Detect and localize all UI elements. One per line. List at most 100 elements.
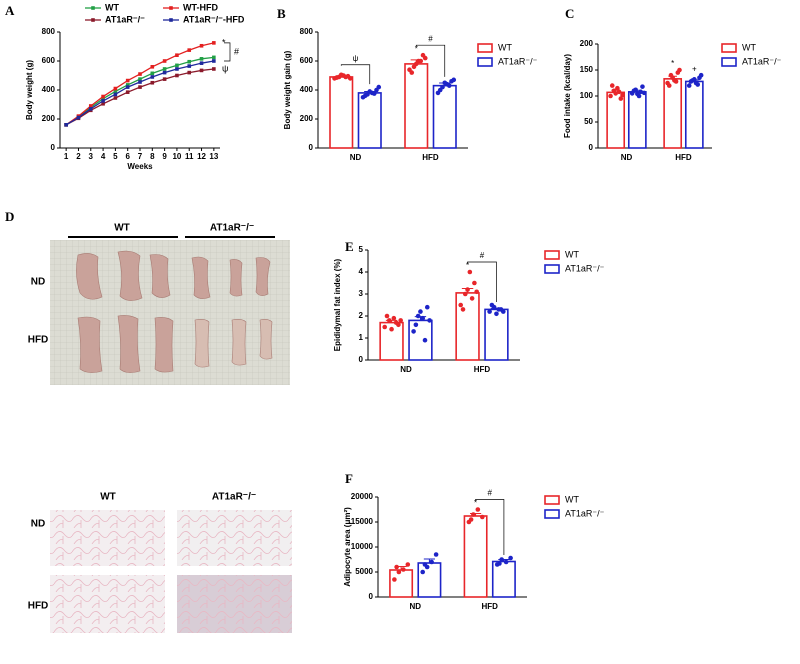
marker bbox=[113, 86, 118, 91]
data-point bbox=[503, 559, 509, 565]
legend-marker bbox=[91, 6, 95, 10]
data-point bbox=[347, 76, 353, 81]
y-tick-label: 150 bbox=[580, 65, 594, 74]
data-point bbox=[686, 83, 692, 88]
legend-swatch bbox=[721, 43, 737, 53]
data-point bbox=[698, 72, 704, 78]
data-point bbox=[418, 58, 424, 64]
photo-column-label: WT bbox=[114, 223, 130, 234]
y-tick-label: 100 bbox=[580, 91, 594, 100]
y-tick-label: 200 bbox=[42, 114, 56, 123]
bar bbox=[463, 515, 488, 598]
data-point bbox=[371, 91, 377, 96]
y-tick-label: 0 bbox=[369, 592, 374, 601]
marker bbox=[150, 80, 155, 85]
marker bbox=[199, 43, 204, 48]
bar bbox=[408, 319, 433, 361]
data-point bbox=[362, 93, 368, 99]
marker bbox=[175, 73, 179, 78]
data-point bbox=[338, 72, 344, 78]
y-tick-label: 2 bbox=[359, 311, 364, 320]
annotation: # bbox=[234, 46, 239, 56]
histology-texture bbox=[50, 510, 165, 566]
legend-swatch bbox=[721, 57, 737, 67]
data-point bbox=[472, 280, 477, 286]
x-tick-label: 13 bbox=[209, 152, 218, 161]
bar bbox=[417, 562, 442, 598]
x-tick-label: 7 bbox=[138, 152, 143, 161]
marker bbox=[64, 123, 68, 127]
data-point bbox=[480, 514, 485, 520]
marker bbox=[212, 55, 216, 60]
histology-texture bbox=[177, 575, 292, 633]
photo-row-label: HFD bbox=[28, 601, 49, 612]
data-point bbox=[631, 88, 637, 94]
marker bbox=[125, 78, 130, 83]
annotation: + bbox=[692, 64, 697, 73]
marker bbox=[113, 89, 118, 94]
legend-marker bbox=[169, 6, 173, 10]
data-point bbox=[367, 89, 373, 94]
bracket bbox=[467, 261, 497, 302]
x-tick-label: 2 bbox=[76, 152, 81, 161]
bracket bbox=[340, 64, 371, 85]
data-point bbox=[609, 83, 615, 88]
legend-swatch bbox=[477, 57, 493, 67]
data-point bbox=[673, 79, 679, 84]
marker bbox=[199, 57, 204, 61]
panel-label: D bbox=[5, 209, 14, 224]
x-tick-label: ND bbox=[409, 602, 421, 611]
data-point bbox=[386, 318, 392, 323]
data-point bbox=[405, 562, 411, 567]
legend-swatch bbox=[544, 509, 560, 519]
data-point bbox=[666, 83, 672, 88]
marker bbox=[138, 72, 142, 76]
bar bbox=[684, 80, 704, 149]
marker bbox=[187, 70, 192, 75]
photo-column-label: AT1aR⁻/⁻ bbox=[212, 492, 256, 503]
data-point bbox=[471, 512, 476, 517]
data-point bbox=[422, 337, 428, 343]
data-point bbox=[393, 320, 399, 325]
marker bbox=[187, 64, 192, 68]
legend-marker bbox=[169, 18, 173, 22]
marker bbox=[125, 85, 130, 89]
x-tick-label: 11 bbox=[185, 152, 194, 161]
panel-label: F bbox=[345, 471, 353, 486]
marker bbox=[199, 68, 204, 73]
data-point bbox=[413, 322, 419, 328]
legend-label: WT bbox=[742, 42, 756, 52]
x-tick-label: 10 bbox=[172, 152, 181, 161]
x-axis-label: Weeks bbox=[127, 162, 153, 171]
y-tick-label: 4 bbox=[359, 267, 364, 276]
data-point bbox=[620, 92, 625, 98]
data-point bbox=[389, 326, 394, 332]
x-tick-label: ND bbox=[350, 153, 362, 162]
panel-label: E bbox=[345, 239, 354, 254]
data-point bbox=[508, 555, 513, 561]
x-tick-label: 8 bbox=[150, 152, 155, 161]
x-tick-label: 9 bbox=[162, 152, 167, 161]
photo-column-label: AT1aR⁻/⁻ bbox=[210, 223, 254, 234]
marker bbox=[187, 48, 192, 52]
data-point bbox=[468, 517, 474, 522]
legend-label: WT bbox=[105, 2, 119, 12]
photo-row-label: ND bbox=[31, 277, 45, 288]
data-point bbox=[437, 87, 443, 93]
annotation: # bbox=[480, 251, 485, 260]
y-tick-label: 5 bbox=[359, 245, 364, 254]
y-tick-label: 10000 bbox=[351, 542, 374, 551]
photo-column-label: WT bbox=[100, 492, 116, 503]
data-point bbox=[489, 302, 495, 308]
y-tick-label: 50 bbox=[584, 117, 593, 126]
marker bbox=[162, 70, 167, 75]
legend-swatch bbox=[477, 43, 493, 53]
marker bbox=[125, 83, 130, 87]
data-point bbox=[640, 84, 645, 89]
x-tick-label: HFD bbox=[474, 365, 491, 374]
y-tick-label: 600 bbox=[42, 56, 56, 65]
data-point bbox=[334, 75, 340, 80]
x-tick-label: 3 bbox=[89, 152, 94, 161]
data-point bbox=[469, 296, 475, 301]
